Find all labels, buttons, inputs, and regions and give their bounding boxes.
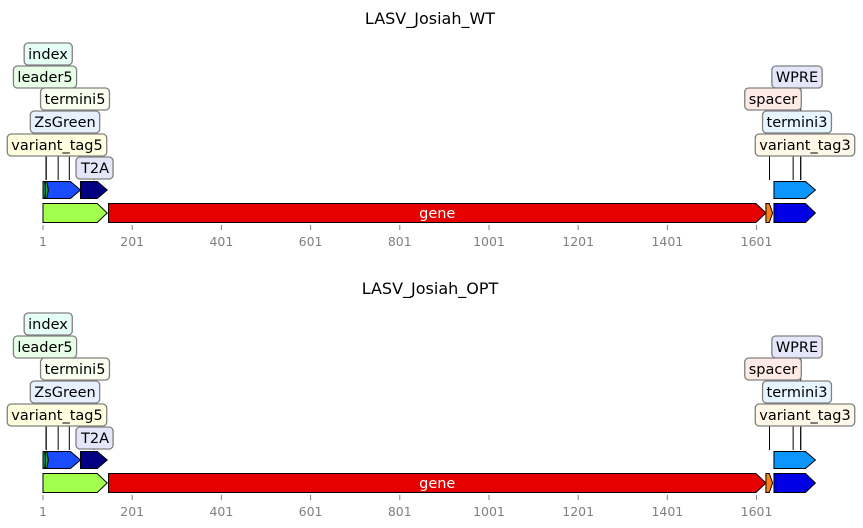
tick-label: 1 [39,504,47,519]
annotation-box [754,133,856,157]
annotation-box [75,156,114,180]
tick-label: 201 [120,234,144,249]
tick-label: 1601 [741,504,773,519]
annotation-box [761,380,833,404]
annotation-box [744,357,802,381]
feature-annotation: termini5 [45,362,106,378]
feature-arrow [773,181,817,199]
feature-label: gene [419,476,455,492]
tick-label: 601 [299,504,323,519]
feature-arrow [79,451,108,469]
annotation-box [29,380,101,404]
panel-plot: 1 201 401 601 801 1001 1201 1401 1601geneindexle… [6,42,856,249]
annotation-box [39,87,111,111]
feature-annotation: leader5 [17,70,72,86]
feature-annotation: termini3 [767,385,828,401]
feature-annotation: termini5 [45,92,106,108]
tick-label: 601 [299,234,323,249]
feature-annotation: ZsGreen [34,385,95,401]
tick-label: 1401 [651,234,683,249]
annotation-box [39,357,111,381]
tick-label: 401 [209,504,233,519]
annotation-box [23,42,73,66]
feature-annotation: variant_tag3 [759,408,850,424]
feature-annotation: spacer [749,362,798,378]
annotation-box [29,110,101,134]
annotation-box [23,312,73,336]
feature-arrow [79,181,108,199]
feature-annotation: index [28,47,68,63]
feature-annotation: variant_tag5 [11,138,102,154]
feature-annotation: spacer [749,92,798,108]
feature-arrow [43,451,82,469]
annotation-box [6,133,108,157]
annotation-box [75,426,114,450]
feature-annotation: index [28,317,68,333]
feature-annotation: leader5 [17,340,72,356]
tick-label: 201 [120,504,144,519]
panel-plot: 1 201 401 601 801 1001 1201 1401 1601geneindexle… [6,312,856,519]
tick-label: 801 [388,234,412,249]
feature-arrow [42,473,108,493]
tick-label: 1201 [562,504,594,519]
tick-label: 1201 [562,234,594,249]
feature-label: gene [419,206,455,222]
feature-arrow [773,473,817,493]
feature-arrow [773,451,817,469]
panel-opt: LASV_Josiah_OPT 1 201 401 601 801 1001 1201 140… [6,279,856,519]
tick-label: 1601 [741,234,773,249]
annotation-box [744,87,802,111]
feature-arrow [773,203,817,223]
feature-annotation: variant_tag3 [759,138,850,154]
tick-label: 801 [388,504,412,519]
tick-label: 1 [39,234,47,249]
feature-arrow [765,473,774,493]
tick-label: 1401 [651,504,683,519]
panel-wt: LASV_Josiah_WT 1 201 401 601 801 1001 1201 1401… [6,9,856,249]
panel-title: LASV_Josiah_OPT [362,279,499,299]
tick-label: 1001 [473,234,505,249]
feature-arrow [43,181,82,199]
feature-annotation: T2A [80,161,109,177]
feature-arrow [44,181,49,199]
feature-annotation: variant_tag5 [11,408,102,424]
feature-annotation: T2A [80,431,109,447]
feature-arrow [108,473,767,493]
feature-arrow [42,203,108,223]
feature-arrow [44,451,49,469]
feature-arrow [108,203,767,223]
feature-annotation: termini3 [767,115,828,131]
feature-annotation: WPRE [776,340,818,356]
feature-annotation: WPRE [776,70,818,86]
tick-label: 1001 [473,504,505,519]
annotation-box [754,403,856,427]
annotation-box [761,110,833,134]
tick-label: 401 [209,234,233,249]
feature-annotation: ZsGreen [34,115,95,131]
feature-arrow [765,203,774,223]
panel-title: LASV_Josiah_WT [365,9,495,29]
annotation-box [6,403,108,427]
